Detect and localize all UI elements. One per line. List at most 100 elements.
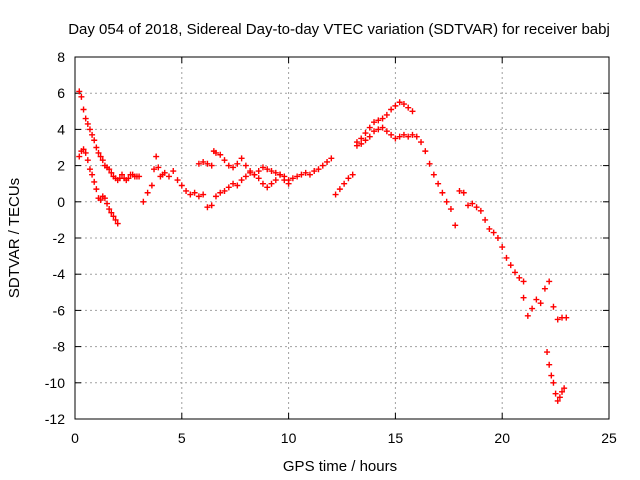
data-point xyxy=(319,162,326,169)
series-group xyxy=(353,99,416,146)
data-point xyxy=(95,149,102,156)
data-point xyxy=(174,177,181,184)
data-point xyxy=(289,175,296,182)
data-point xyxy=(200,191,207,198)
data-point xyxy=(315,166,322,173)
x-axis-label: GPS time / hours xyxy=(283,458,397,475)
data-point xyxy=(255,168,262,175)
data-point xyxy=(550,379,557,386)
data-point xyxy=(358,140,365,147)
series-group xyxy=(76,88,143,184)
data-point xyxy=(311,168,318,175)
data-point xyxy=(106,206,113,213)
data-point xyxy=(306,171,313,178)
data-point xyxy=(221,157,228,164)
data-point xyxy=(161,169,168,176)
data-point xyxy=(546,278,553,285)
data-point xyxy=(76,153,83,160)
data-point xyxy=(544,349,551,356)
data-point xyxy=(447,206,454,213)
x-tick-label: 25 xyxy=(601,430,617,446)
data-point xyxy=(242,162,249,169)
data-point xyxy=(84,120,91,127)
data-point xyxy=(125,175,132,182)
data-point xyxy=(477,207,484,214)
x-tick-label: 20 xyxy=(494,430,510,446)
data-point xyxy=(383,111,390,118)
data-point xyxy=(238,155,245,162)
y-axis-label: SDTVAR / TECUs xyxy=(6,178,23,298)
data-point xyxy=(108,169,115,176)
data-point xyxy=(405,133,412,140)
y-tick-label: 2 xyxy=(57,158,65,174)
data-point xyxy=(148,182,155,189)
data-point xyxy=(80,106,87,113)
data-point xyxy=(89,131,96,138)
data-point xyxy=(482,216,489,223)
data-point xyxy=(221,187,228,194)
data-point xyxy=(524,312,531,319)
data-point xyxy=(108,209,115,216)
data-point xyxy=(328,155,335,162)
data-point xyxy=(537,300,544,307)
data-point xyxy=(208,202,215,209)
data-point xyxy=(418,139,425,146)
data-point xyxy=(136,173,143,180)
data-point xyxy=(520,294,527,301)
data-point xyxy=(272,177,279,184)
data-point xyxy=(324,158,331,165)
data-point xyxy=(548,372,555,379)
data-point xyxy=(490,229,497,236)
y-tick-label: 8 xyxy=(57,49,65,65)
y-tick-label: -8 xyxy=(53,339,66,355)
y-tick-label: -6 xyxy=(53,302,66,318)
data-point xyxy=(375,117,382,124)
data-point xyxy=(195,193,202,200)
data-point xyxy=(187,191,194,198)
data-point xyxy=(268,168,275,175)
data-point xyxy=(91,137,98,144)
data-point xyxy=(452,222,459,229)
data-point xyxy=(512,269,519,276)
data-point xyxy=(400,101,407,108)
data-point xyxy=(456,187,463,194)
data-point xyxy=(353,142,360,149)
data-point xyxy=(396,133,403,140)
data-point xyxy=(217,151,224,158)
data-point xyxy=(140,198,147,205)
x-tick-label: 5 xyxy=(178,430,186,446)
data-point xyxy=(556,394,563,401)
data-point xyxy=(234,160,241,167)
data-point xyxy=(97,196,104,203)
series-group xyxy=(544,349,568,404)
data-point xyxy=(332,191,339,198)
data-point xyxy=(516,274,523,281)
data-point xyxy=(422,148,429,155)
data-point xyxy=(106,166,113,173)
data-point xyxy=(541,285,548,292)
data-point xyxy=(76,88,83,95)
data-point xyxy=(204,160,211,167)
data-point xyxy=(358,135,365,142)
data-point xyxy=(89,171,96,178)
data-point xyxy=(366,124,373,131)
data-point xyxy=(247,169,254,176)
data-point xyxy=(379,115,386,122)
data-point xyxy=(144,189,151,196)
data-point xyxy=(191,189,198,196)
data-point xyxy=(426,160,433,167)
data-point xyxy=(78,93,85,100)
data-point xyxy=(362,137,369,144)
data-point xyxy=(259,164,266,171)
data-point xyxy=(559,388,566,395)
data-point xyxy=(473,204,480,211)
data-point xyxy=(379,124,386,131)
data-point xyxy=(208,162,215,169)
data-point xyxy=(101,195,108,202)
data-point xyxy=(153,153,160,160)
data-point xyxy=(409,131,416,138)
data-point xyxy=(388,106,395,113)
data-point xyxy=(212,193,219,200)
data-point xyxy=(110,213,117,220)
data-point xyxy=(255,175,262,182)
